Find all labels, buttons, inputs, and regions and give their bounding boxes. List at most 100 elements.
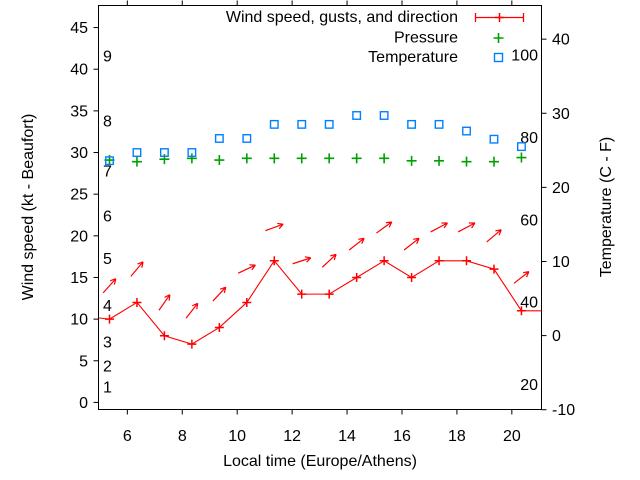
wind-speed-point (297, 289, 307, 299)
pressure-point (406, 155, 417, 166)
legend-label: Wind speed, gusts, and direction (226, 9, 458, 26)
x-tick-label: 14 (338, 428, 356, 445)
y-left-tick-label: 10 (70, 312, 88, 329)
y-left-tick-label: 35 (70, 103, 88, 120)
pressure-point (379, 153, 390, 164)
y-right-tick-label: 40 (552, 32, 570, 49)
wind-direction-arrow (486, 229, 502, 243)
wind-direction-arrow (237, 264, 256, 274)
legend-marker-wind-point (495, 13, 504, 22)
temperature-point (214, 134, 224, 143)
temperature-point (489, 134, 499, 144)
beaufort-scale-label: 6 (103, 209, 112, 226)
fahrenheit-scale-label: 40 (520, 295, 538, 312)
beaufort-scale-label: 8 (103, 114, 112, 131)
x-tick-label: 12 (283, 428, 301, 445)
pressure-point (269, 153, 280, 164)
wind-speed-point (214, 322, 224, 332)
wind-direction-arrow (292, 256, 312, 265)
wind-speed-point (104, 314, 114, 324)
x-tick-label: 10 (228, 428, 246, 445)
temperature-point (105, 156, 114, 166)
temperature-point (297, 119, 307, 129)
wind-speed-point (516, 306, 526, 316)
y-left-tick-label: 15 (70, 270, 88, 287)
wind-speed-point (159, 331, 169, 341)
beaufort-scale-label: 2 (103, 359, 112, 376)
pressure-point (186, 153, 197, 164)
wind-direction-arrow (185, 302, 199, 319)
fahrenheit-scale-label: 60 (520, 212, 538, 229)
fahrenheit-scale-label: 20 (520, 377, 538, 394)
pressure-point (434, 155, 445, 166)
y-axis-label-right: Temperature (C - F) (598, 137, 615, 277)
temperature-point (242, 134, 252, 143)
pressure-point (351, 153, 362, 164)
wind-speed-point (269, 256, 279, 266)
wind-speed-point (379, 256, 389, 266)
y-left-tick-label: 20 (70, 228, 88, 245)
wind-speed-point (242, 297, 252, 307)
beaufort-scale-label: 7 (103, 164, 112, 181)
temperature-point (379, 111, 389, 120)
wind-direction-arrow (513, 271, 530, 284)
y-axis-label-left: Wind speed (kt - Beaufort) (20, 114, 37, 301)
pressure-point (241, 153, 252, 164)
x-tick-label: 18 (448, 428, 466, 445)
y-left-tick-label: 0 (79, 395, 88, 412)
fahrenheit-scale-label: 80 (520, 130, 538, 147)
y-left-tick-label: 25 (70, 187, 88, 204)
plot-border (98, 5, 542, 410)
beaufort-scale-label: 9 (103, 49, 112, 66)
temperature-point (269, 119, 279, 129)
wind-speed-point (352, 272, 362, 282)
legend-marker-temperature (493, 52, 504, 63)
beaufort-scale-label: 4 (103, 298, 112, 315)
wind-speed-point (434, 256, 444, 266)
temperature-point (517, 142, 526, 152)
wind-direction-arrow (403, 237, 420, 251)
legend-label: Pressure (394, 30, 458, 47)
wind-direction-arrow (348, 237, 365, 251)
wind-speed-point (132, 297, 142, 307)
y-left-tick-label: 40 (70, 62, 88, 79)
wind-direction-arrow (265, 222, 284, 232)
pressure-point (461, 156, 472, 167)
pressure-point (131, 156, 142, 167)
wind-direction-arrow (430, 222, 448, 233)
beaufort-scale-label: 1 (103, 379, 112, 396)
pressure-point (488, 156, 499, 167)
pressure-point (214, 155, 225, 166)
y-right-tick-label: 10 (552, 254, 570, 271)
legend-marker-pressure (493, 33, 504, 43)
x-tick-label: 20 (503, 428, 521, 445)
beaufort-scale-label: 3 (103, 334, 112, 351)
temperature-point (434, 119, 444, 129)
x-tick-label: 8 (178, 428, 187, 445)
y-right-tick-label: 20 (552, 180, 570, 197)
temperature-point (324, 119, 334, 129)
wind-direction-arrow (130, 261, 144, 277)
wind-direction-arrow (102, 278, 117, 294)
temperature-point (159, 148, 169, 157)
pressure-point (324, 153, 335, 164)
wind-speed-point (462, 256, 472, 266)
beaufort-scale-label: 5 (103, 251, 112, 268)
y-right-tick-label: 0 (552, 328, 561, 345)
fahrenheit-scale-label: 100 (511, 48, 538, 65)
wind-direction-arrow (158, 294, 171, 311)
temperature-point (462, 126, 471, 136)
x-tick-label: 6 (123, 428, 132, 445)
pressure-point (516, 152, 527, 163)
temperature-point (132, 148, 142, 157)
wind-speed-point (187, 339, 197, 349)
x-tick-label: 16 (393, 428, 411, 445)
y-left-tick-label: 30 (70, 145, 88, 162)
y-left-tick-label: 5 (79, 353, 88, 370)
legend-label: Temperature (368, 49, 458, 66)
temperature-point (187, 148, 197, 157)
wind-direction-arrow (376, 221, 393, 234)
wind-speed-point (324, 289, 334, 299)
wind-direction-arrow (457, 222, 476, 233)
